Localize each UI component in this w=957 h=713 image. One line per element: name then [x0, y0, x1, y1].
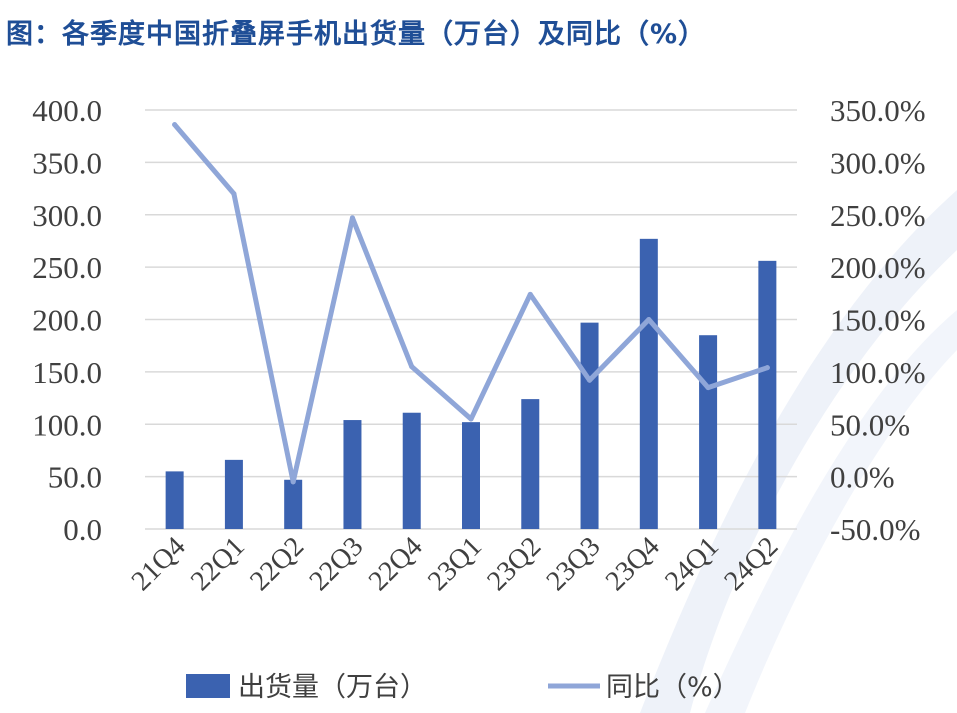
right-axis-tick-label: 50.0% [830, 407, 910, 442]
left-axis-ticks: 0.0 50.0 100.0 150.0 200.0 250.0 300.0 350.0 400… [32, 93, 102, 547]
right-axis-tick-label: 0.0% [830, 460, 895, 495]
left-axis-tick-label: 400.0 [32, 93, 102, 128]
bar-shipments [343, 420, 362, 529]
line-point-yoy [409, 364, 415, 370]
x-axis-tick-label: 22Q2 [244, 531, 310, 597]
legend-label-yoy: 同比（%） [606, 672, 740, 703]
line-point-yoy [764, 365, 770, 371]
x-axis-tick-label: 23Q4 [600, 531, 666, 597]
bar-shipments [699, 335, 718, 529]
x-axis-tick-label: 23Q1 [422, 531, 488, 597]
watermark-swoosh [640, 190, 957, 713]
bar-series [165, 238, 777, 529]
bar-shipments [284, 479, 303, 529]
left-axis-tick-label: 100.0 [32, 407, 102, 442]
bar-shipments [521, 399, 540, 529]
legend-label-shipments: 出货量（万台） [238, 672, 427, 703]
x-axis-tick-label: 23Q2 [481, 531, 547, 597]
right-axis-tick-label: 300.0% [830, 145, 926, 180]
line-point-yoy [349, 215, 355, 221]
left-axis-tick-label: 250.0 [32, 250, 102, 285]
line-point-yoy [172, 122, 178, 128]
right-axis-ticks: -50.0% 0.0% 50.0% 100.0% 150.0% 200.0% 250.0% 3… [830, 93, 926, 547]
line-point-yoy [705, 385, 711, 391]
left-axis-tick-label: 200.0 [32, 303, 102, 338]
line-series [172, 122, 770, 485]
legend: 出货量（万台） 同比（%） [186, 672, 740, 703]
bar-shipments [402, 412, 421, 529]
x-axis-tick-label: 22Q1 [185, 531, 251, 597]
left-axis-tick-label: 0.0 [63, 512, 102, 547]
right-axis-tick-label: -50.0% [830, 512, 920, 547]
right-axis-tick-label: 350.0% [830, 93, 926, 128]
x-axis-tick-label: 21Q4 [126, 531, 192, 597]
x-axis-tick-label: 22Q4 [363, 531, 429, 597]
line-point-yoy [468, 416, 474, 422]
left-axis-tick-label: 50.0 [48, 460, 102, 495]
left-axis-tick-label: 300.0 [32, 198, 102, 233]
line-point-yoy [646, 317, 652, 322]
line-point-yoy [290, 479, 296, 485]
right-axis-tick-label: 200.0% [830, 250, 926, 285]
bar-shipments [462, 422, 480, 529]
bar-shipments [224, 459, 243, 529]
left-axis-tick-label: 150.0 [32, 355, 102, 390]
chart-title: 图：各季度中国折叠屏手机出货量（万台）及同比（%） [6, 19, 707, 50]
legend-swatch-shipments [186, 674, 230, 698]
line-point-yoy [231, 191, 237, 197]
line-point-yoy [527, 291, 533, 297]
line-point-yoy [587, 377, 593, 383]
bar-shipments [758, 260, 777, 529]
bar-shipments [639, 238, 658, 529]
x-axis-labels: 21Q422Q122Q222Q322Q423Q123Q223Q323Q424Q1… [126, 531, 785, 597]
right-axis-tick-label: 150.0% [830, 303, 926, 338]
bar-shipments [580, 322, 599, 529]
x-axis-tick-label: 22Q3 [303, 531, 369, 597]
right-axis-tick-label: 100.0% [830, 355, 926, 390]
right-axis-tick-label: 250.0% [830, 198, 926, 233]
x-axis-tick-label: 23Q3 [541, 531, 607, 597]
left-axis-tick-label: 350.0 [32, 145, 102, 180]
bar-shipments [165, 471, 184, 529]
